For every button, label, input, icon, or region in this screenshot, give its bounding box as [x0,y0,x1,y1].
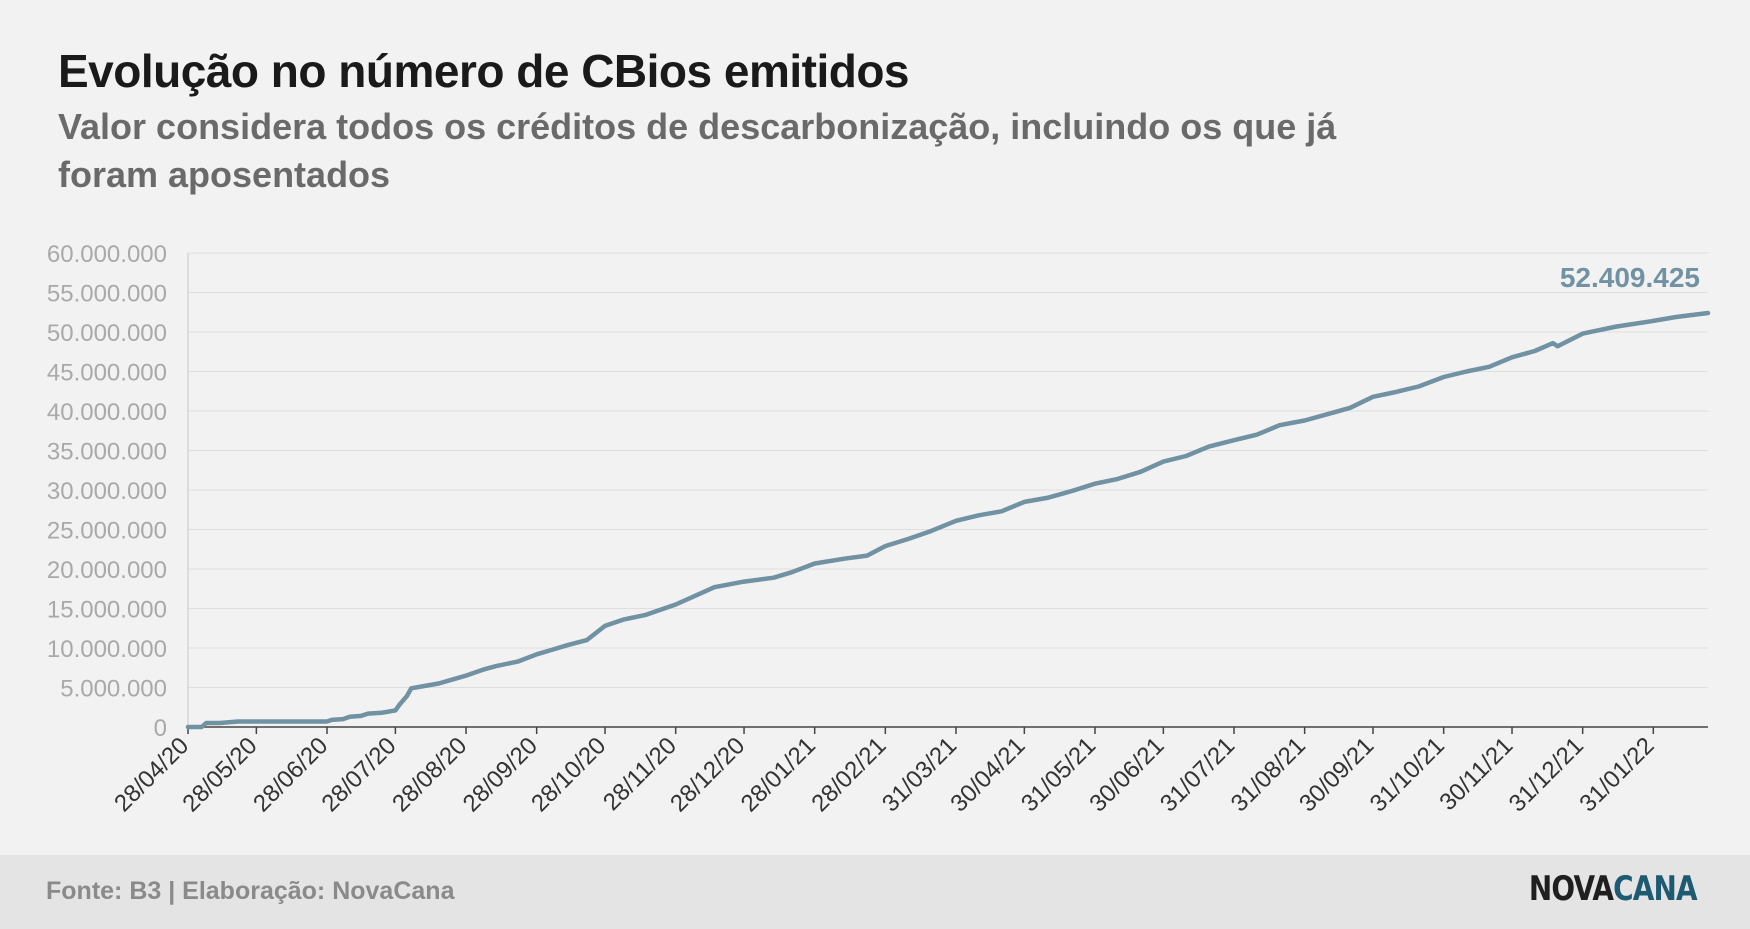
y-tick-label: 0 [154,715,167,742]
y-tick-label: 35.000.000 [47,439,167,466]
cbios-series-line [185,310,1711,730]
source-note: Fonte: B3 | Elaboração: NovaCana [46,877,455,905]
y-tick-label: 30.000.000 [47,478,167,505]
x-tick-label: 31/07/21 [1155,732,1240,817]
x-tick-label: 30/11/21 [1434,732,1518,816]
x-tick-label: 28/12/20 [665,732,750,817]
y-tick-label: 60.000.000 [47,241,167,268]
chart-subtitle: Valor considera todos os créditos de des… [58,106,1337,195]
x-tick-label: 31/08/21 [1226,732,1311,817]
x-tick-label: 28/09/20 [458,732,543,817]
last-value-label: 52.409.425 [1560,262,1700,293]
y-tick-label: 5.000.000 [60,676,167,703]
x-tick-label: 28/05/20 [177,732,262,817]
x-tick-label: 28/07/20 [316,732,401,817]
y-tick-label: 45.000.000 [47,360,167,387]
y-tick-label: 55.000.000 [47,281,167,308]
x-tick-label: 31/10/21 [1365,732,1450,817]
y-tick-label: 50.000.000 [47,320,167,347]
logo-text-nova: NOVA [1529,869,1614,909]
x-tick-label: 28/08/20 [387,732,472,817]
x-tick-label: 30/09/21 [1294,732,1379,817]
x-tick-label: 31/01/22 [1574,732,1659,817]
x-tick-label: 28/04/20 [109,732,194,817]
x-tick-label: 28/02/21 [806,732,891,817]
logo-text-cana: CANA [1613,869,1697,909]
novacana-logo: NOVACANA [1529,869,1698,909]
footer-bar: Fonte: B3 | Elaboração: NovaCana NOVACAN… [0,855,1750,929]
y-tick-label: 10.000.000 [47,636,167,663]
chart-title: Evolução no número de CBios emitidos [58,45,910,97]
y-tick-label: 25.000.000 [47,518,167,545]
y-tick-label: 15.000.000 [47,597,167,624]
x-tick-label: 31/05/21 [1016,732,1101,817]
x-tick-label: 31/03/21 [877,732,962,817]
x-tick-label: 28/10/20 [526,732,611,817]
x-tick-label: 30/06/21 [1084,732,1169,817]
line-chart: 0 5.000.000 10.000.000 15.000.000 20.000.000… [47,241,1711,817]
x-tick-label: 28/01/21 [736,732,821,817]
y-tick-label: 20.000.000 [47,557,167,584]
x-tick-label: 28/06/20 [248,732,333,817]
y-tick-label: 40.000.000 [47,399,167,426]
x-tick-label: 31/12/21 [1504,732,1589,817]
x-tick-label: 30/04/21 [945,732,1030,817]
